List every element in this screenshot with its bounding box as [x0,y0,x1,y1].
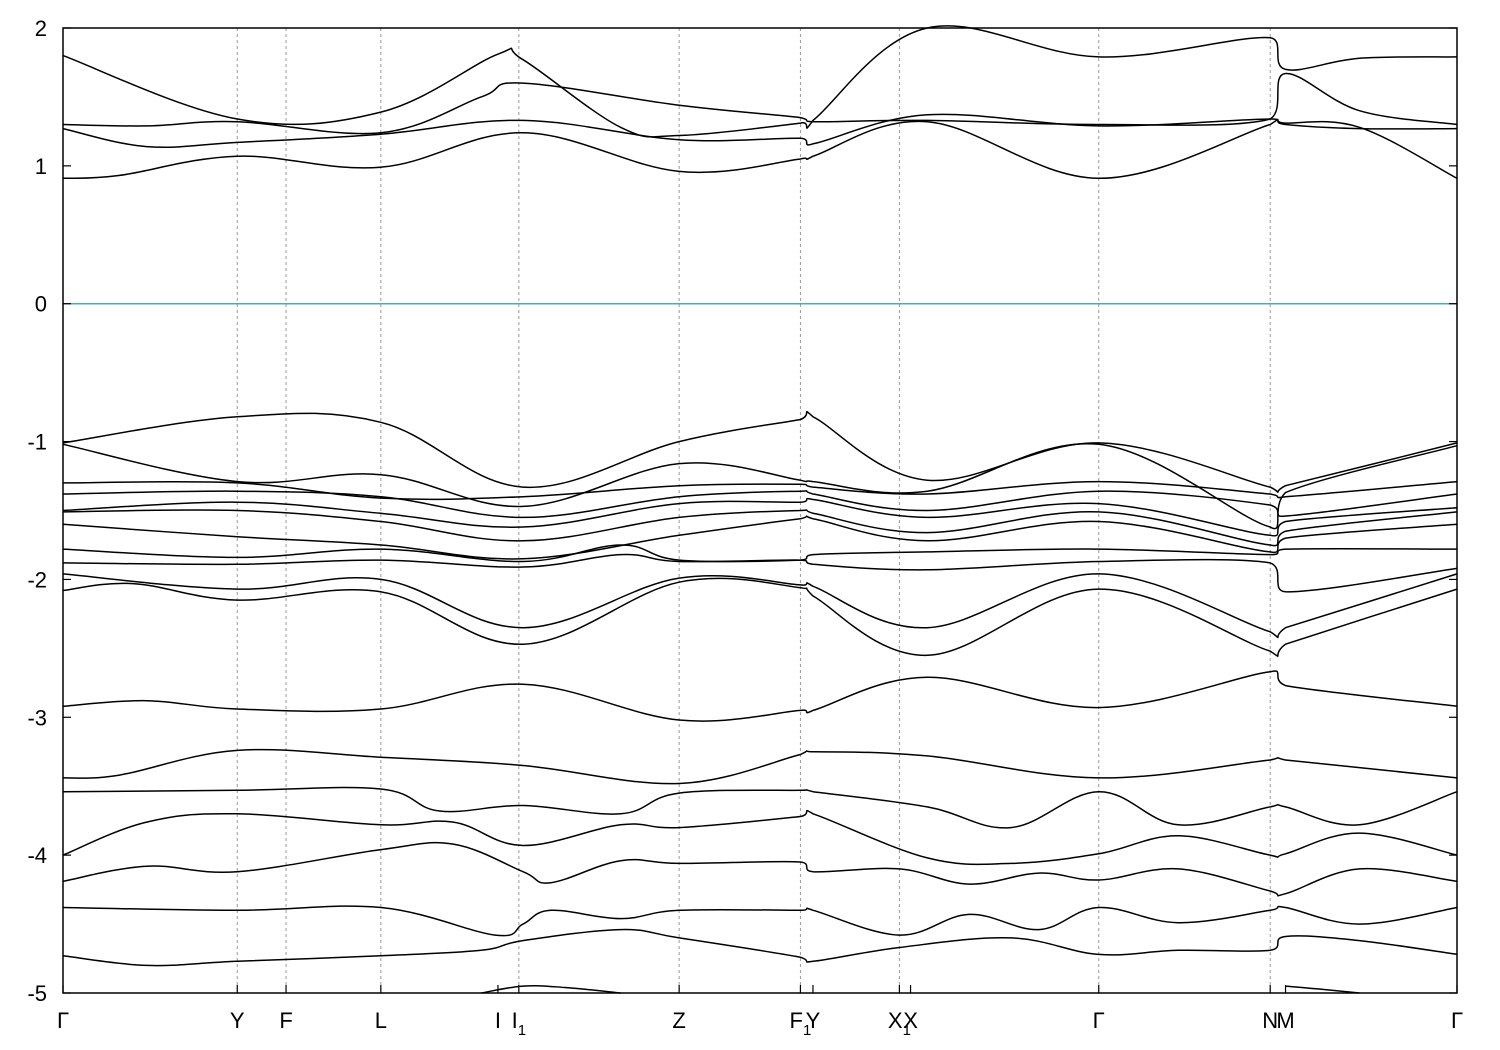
band-line-14 [62,577,1458,657]
kpoint-subscript: 1 [518,1022,526,1039]
kpoint-label: F [279,1008,292,1033]
y-tick-label: 2 [35,16,47,41]
band-line-22 [62,928,1458,967]
band-line-15 [62,573,1458,639]
y-tick-label: 0 [35,292,47,317]
kpoint-label: Γ [1451,1008,1463,1033]
band-line-9 [62,497,1458,537]
kpoint-label: Z [672,1008,685,1033]
kpoint-label: I [495,1008,501,1033]
kpoint-subscript: 1 [903,1022,911,1039]
kpoint-label: Y [230,1008,245,1033]
bands [62,25,1458,994]
y-tick-label: -1 [27,430,47,455]
band-line-20 [62,841,1458,897]
kpoint-label: X [903,1008,918,1033]
kpoint-label: L [375,1008,387,1033]
kpoint-label: Y [806,1008,821,1033]
band-line-21 [62,905,1458,937]
band-line-19 [62,809,1458,866]
y-tick-label: -2 [27,567,47,592]
y-tick-label: -5 [27,981,47,1006]
kpoint-label: M [1276,1008,1294,1033]
band-line-4 [62,25,1458,138]
band-line-17 [62,748,1458,785]
band-line-13 [62,553,1458,593]
band-line-2 [62,113,1458,149]
band-line-6 [62,442,1458,530]
kpoint-label: Γ [1093,1008,1105,1033]
band-line-23 [481,984,621,994]
band-line-5 [62,410,1458,493]
plot-frame [62,27,1458,994]
band-line-11 [62,515,1458,560]
y-tick-label: 1 [35,154,47,179]
kpoint-label: N [1262,1008,1278,1033]
y-tick-label: -4 [27,843,47,868]
y-tick-label: -3 [27,705,47,730]
band-line-8 [62,490,1458,519]
band-line-18 [62,786,1458,829]
band-line-24 [1285,985,1360,994]
y-axis: 2 1 0 -1 -2 -3 -4 -5 [27,16,1457,1006]
band-line-10 [62,509,1458,547]
kpoint-label: Γ [57,1008,69,1033]
x-axis: Γ Y F L I I1 Z F1Y X1X Γ NM Γ [57,985,1463,1039]
kpoint-subscript: 1 [803,1022,811,1039]
band-line-3 [62,72,1458,135]
band-line-16 [62,670,1458,722]
